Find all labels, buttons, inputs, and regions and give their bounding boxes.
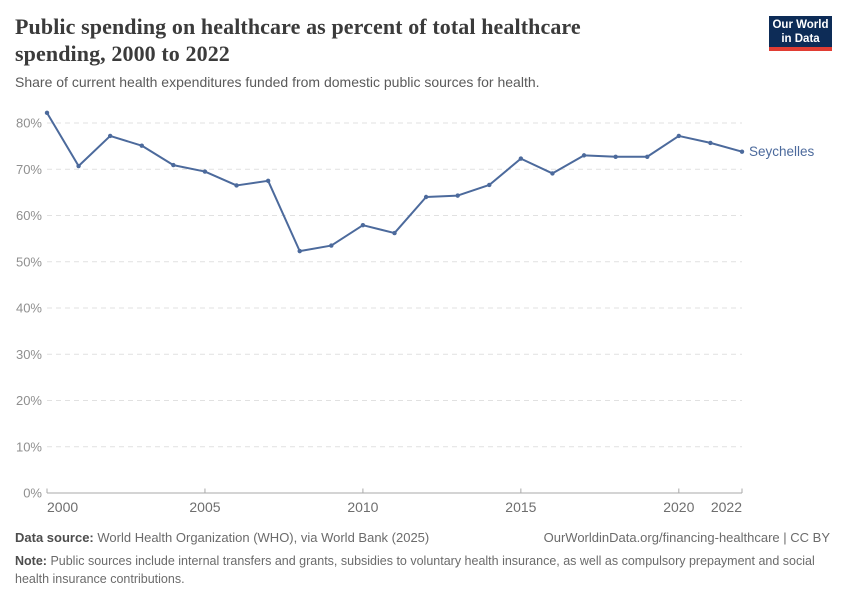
note-label: Note: xyxy=(15,554,47,568)
x-tick-label: 2022 xyxy=(711,499,742,515)
data-point[interactable] xyxy=(265,178,271,184)
data-source-text: World Health Organization (WHO), via Wor… xyxy=(97,530,430,545)
y-tick-label: 50% xyxy=(16,254,42,269)
x-tick-label: 2015 xyxy=(505,499,536,515)
chart-subtitle: Share of current health expenditures fun… xyxy=(15,74,540,90)
data-point[interactable] xyxy=(76,163,81,169)
owid-logo-accent-bar xyxy=(769,47,832,51)
page-title: Public spending on healthcare as percent… xyxy=(15,14,581,66)
data-source: Data source: World Health Organization (… xyxy=(15,530,429,545)
data-point[interactable] xyxy=(44,110,50,116)
data-point[interactable] xyxy=(329,243,334,248)
data-point[interactable] xyxy=(171,162,176,168)
y-tick-label: 40% xyxy=(16,301,42,316)
data-point[interactable] xyxy=(297,248,302,254)
y-tick-label: 70% xyxy=(16,162,42,177)
data-line[interactable] xyxy=(46,111,743,253)
y-tick-label: 60% xyxy=(16,208,42,223)
y-tick-label: 80% xyxy=(16,116,42,131)
footer-source-row: Data source: World Health Organization (… xyxy=(15,530,830,545)
citation-link: OurWorldinData.org/financing-healthcare … xyxy=(543,530,830,545)
owid-logo-box: Our World in Data xyxy=(769,16,832,47)
x-tick-label: 2005 xyxy=(189,499,220,515)
data-point[interactable] xyxy=(234,183,239,188)
chart-footer: Data source: World Health Organization (… xyxy=(15,530,830,588)
data-point[interactable] xyxy=(613,154,618,159)
y-tick-label: 0% xyxy=(23,486,42,501)
data-point[interactable] xyxy=(455,193,460,198)
owid-logo-line2: in Data xyxy=(781,33,820,45)
data-point[interactable] xyxy=(392,230,397,236)
data-point[interactable] xyxy=(550,171,555,176)
x-tick-label: 2000 xyxy=(47,499,78,515)
data-point[interactable] xyxy=(487,182,492,188)
y-tick-label: 30% xyxy=(16,347,42,362)
data-point[interactable] xyxy=(676,133,682,139)
data-point[interactable] xyxy=(518,156,524,161)
data-point[interactable] xyxy=(202,169,208,174)
data-point[interactable] xyxy=(360,223,366,228)
data-point[interactable] xyxy=(708,140,713,146)
entity-label: Seychelles xyxy=(749,144,815,159)
note-text: Public sources include internal transfer… xyxy=(15,554,815,586)
line-chart[interactable]: 0% 10% 20% 30% 40% 50% 60% 70% 80% 2000 2005 2010 20… xyxy=(0,0,850,525)
data-point[interactable] xyxy=(581,153,587,158)
y-tick-label: 20% xyxy=(16,393,42,408)
data-point[interactable] xyxy=(107,133,113,139)
owid-logo: Our World in Data xyxy=(769,16,832,51)
data-point[interactable] xyxy=(645,154,650,159)
data-point[interactable] xyxy=(423,194,429,200)
data-point[interactable] xyxy=(139,143,144,148)
footer-note: Note: Public sources include internal tr… xyxy=(15,552,815,588)
x-tick-label: 2020 xyxy=(663,499,694,515)
y-tick-label: 10% xyxy=(16,439,42,454)
data-point[interactable] xyxy=(739,149,745,154)
data-source-label: Data source: xyxy=(15,530,94,545)
owid-logo-line1: Our World xyxy=(772,19,829,31)
x-tick-label: 2010 xyxy=(347,499,378,515)
